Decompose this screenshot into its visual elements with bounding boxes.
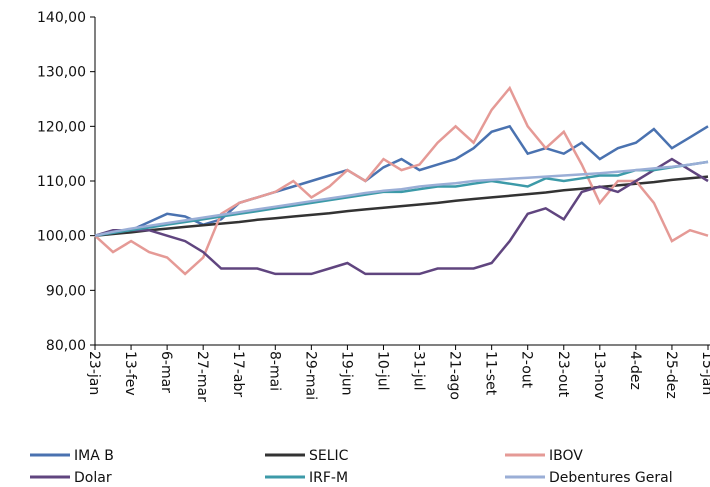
x-tick-label: 23-out <box>555 351 571 398</box>
y-tick-label: 80,00 <box>46 338 86 354</box>
legend-label: Dolar <box>74 470 112 486</box>
series-line <box>94 160 709 237</box>
y-tick-label: 140,00 <box>37 10 86 26</box>
y-tick-label: 130,00 <box>37 65 86 81</box>
y-tick-label: 90,00 <box>46 283 86 299</box>
x-tick-label: 15-jan <box>699 351 710 395</box>
x-tick-label: 10-jul <box>374 351 390 391</box>
y-tick-label: 120,00 <box>37 119 86 135</box>
series-line <box>94 85 709 276</box>
series-line <box>94 175 709 237</box>
x-tick-label: 23-jan <box>86 351 102 395</box>
x-tick-label: 27-mar <box>194 351 210 402</box>
legend-label: IMA B <box>74 448 114 464</box>
x-tick-label: 29-mai <box>302 351 318 400</box>
legend-label: IRF-M <box>309 470 348 486</box>
x-tick-label: 4-dez <box>627 351 643 390</box>
y-tick-label: 100,00 <box>37 229 86 245</box>
x-tick-label: 8-mai <box>266 351 282 391</box>
legend-label: Debentures Geral <box>549 470 673 486</box>
x-tick-label: 17-abr <box>230 351 246 397</box>
x-tick-label: 31-jul <box>411 351 427 391</box>
x-tick-label: 19-jun <box>338 351 354 396</box>
x-tick-label: 6-mar <box>158 351 174 393</box>
series-line <box>94 124 709 237</box>
x-tick-label: 21-ago <box>447 351 463 400</box>
legend-label: IBOV <box>549 448 583 464</box>
x-tick-label: 11-set <box>483 351 499 396</box>
x-tick-label: 13-fev <box>122 351 138 396</box>
x-tick-label: 25-dez <box>663 351 679 399</box>
y-tick-label: 110,00 <box>37 174 86 190</box>
legend-label: SELIC <box>309 448 349 464</box>
x-tick-label: 2-out <box>519 351 535 389</box>
series-line <box>94 160 709 237</box>
series-line <box>94 157 709 276</box>
x-tick-label: 13-nov <box>591 351 607 400</box>
